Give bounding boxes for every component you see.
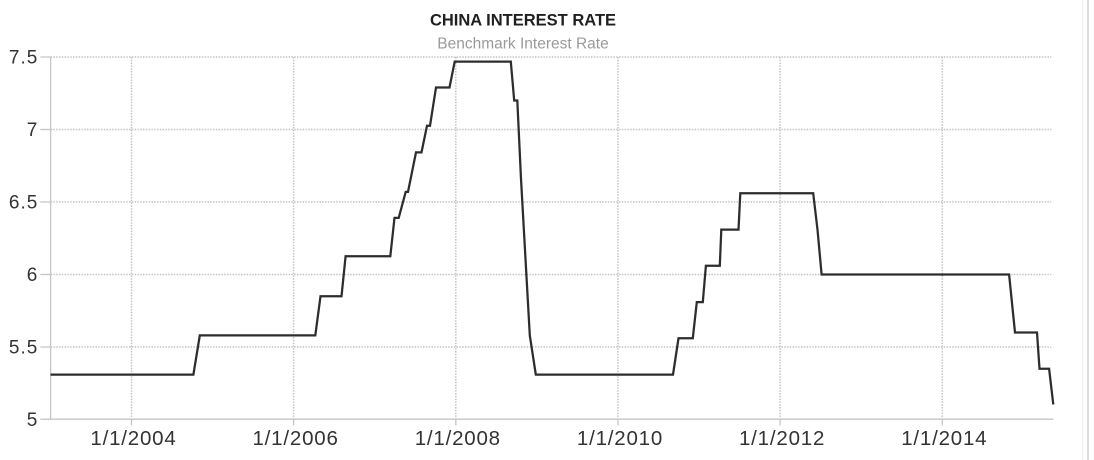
svg-text:6: 6 bbox=[27, 265, 39, 286]
svg-text:1/1/2006: 1/1/2006 bbox=[252, 427, 338, 450]
svg-text:1/1/2008: 1/1/2008 bbox=[415, 427, 501, 450]
svg-text:7.5: 7.5 bbox=[9, 47, 38, 68]
svg-text:1/1/2014: 1/1/2014 bbox=[901, 427, 987, 450]
svg-text:1/1/2004: 1/1/2004 bbox=[90, 427, 176, 450]
svg-text:Benchmark Interest Rate: Benchmark Interest Rate bbox=[437, 36, 608, 53]
svg-text:6.5: 6.5 bbox=[9, 192, 38, 213]
svg-text:5.5: 5.5 bbox=[9, 337, 38, 358]
svg-text:5: 5 bbox=[27, 410, 39, 431]
svg-text:CHINA INTEREST RATE: CHINA INTEREST RATE bbox=[430, 12, 616, 30]
svg-text:7: 7 bbox=[27, 120, 39, 141]
svg-text:1/1/2012: 1/1/2012 bbox=[739, 427, 825, 450]
svg-text:1/1/2010: 1/1/2010 bbox=[577, 427, 663, 450]
